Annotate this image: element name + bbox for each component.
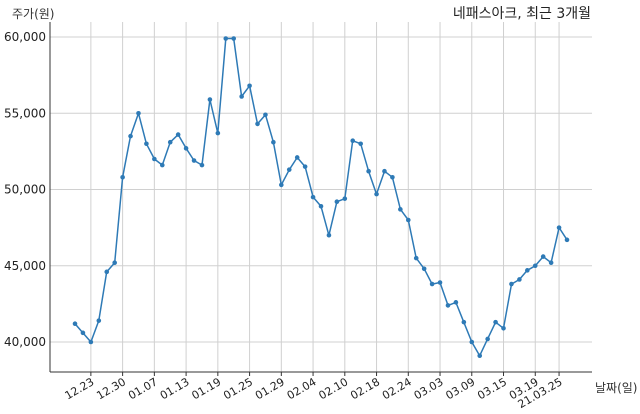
data-point <box>104 269 110 275</box>
y-tick-label: 50,000 <box>4 183 46 197</box>
data-point <box>144 141 149 147</box>
data-point <box>326 232 332 238</box>
grid <box>50 22 592 372</box>
x-tick-label: 03.03 <box>412 375 446 402</box>
data-point <box>548 260 554 266</box>
data-point <box>128 133 133 139</box>
data-point <box>556 225 562 230</box>
data-point <box>509 281 514 287</box>
data-point <box>247 83 252 89</box>
y-axis-label: 주가(원) <box>12 7 54 21</box>
data-point <box>286 167 292 172</box>
data-point <box>255 121 260 127</box>
data-point <box>540 254 546 259</box>
price-series <box>72 36 570 359</box>
data-point <box>159 162 165 168</box>
data-point <box>493 319 498 325</box>
chart-title: 네패스아크, 최근 3개월 <box>453 6 591 22</box>
y-tick-label: 55,000 <box>4 106 46 120</box>
data-point <box>80 330 86 336</box>
data-point <box>279 182 284 188</box>
data-point <box>413 255 419 261</box>
x-tick-label: 01.25 <box>221 375 255 402</box>
data-point <box>382 168 387 174</box>
data-point <box>215 130 221 136</box>
data-point <box>342 196 348 201</box>
y-tick-label: 60,000 <box>4 30 46 44</box>
x-tick-label: 02.24 <box>380 375 414 402</box>
y-tick-label: 45,000 <box>4 259 46 273</box>
x-tick-label: 12.30 <box>94 375 128 402</box>
data-point <box>421 266 427 272</box>
data-point <box>469 339 475 345</box>
x-tick-label: 01.07 <box>126 375 160 402</box>
x-tick-label: 01.19 <box>190 375 224 402</box>
data-point <box>88 339 94 345</box>
data-point <box>112 260 117 266</box>
data-point <box>310 194 316 200</box>
x-tick-labels: 12.2312.3001.0701.1301.1901.2501.2902.04… <box>63 375 565 411</box>
data-point <box>199 162 205 168</box>
data-point <box>429 281 435 287</box>
data-point <box>453 300 459 305</box>
data-point <box>350 138 356 143</box>
data-point <box>96 318 102 323</box>
data-point <box>318 203 324 209</box>
data-point <box>390 175 395 180</box>
x-axis-label: 날짜(일) <box>595 381 637 395</box>
data-point <box>501 325 506 331</box>
data-point <box>271 139 276 145</box>
y-tick-labels: 40,000 45,000 50,000 55,000 60,000 <box>4 30 46 349</box>
data-point <box>461 319 467 325</box>
axes <box>49 22 592 376</box>
data-point <box>445 303 451 308</box>
data-point <box>532 263 538 269</box>
x-tick-label: 01.13 <box>158 375 192 402</box>
data-point <box>302 164 308 169</box>
data-point <box>485 336 490 342</box>
data-point <box>175 132 181 137</box>
data-point <box>120 175 125 180</box>
data-point <box>477 353 483 359</box>
x-tick-label: 03.09 <box>443 375 477 402</box>
data-point <box>72 321 78 327</box>
data-point <box>207 97 213 102</box>
data-point <box>191 158 197 163</box>
data-point <box>564 237 570 243</box>
x-tick-label: 03.15 <box>475 375 509 402</box>
data-point <box>366 168 371 174</box>
data-point <box>374 191 379 197</box>
x-tick-label: 02.10 <box>317 375 351 402</box>
data-point <box>239 94 244 99</box>
data-point <box>152 156 157 162</box>
x-tick-label: 01.29 <box>253 375 287 402</box>
data-point <box>334 199 340 204</box>
data-point <box>223 36 229 41</box>
data-point <box>263 112 268 118</box>
data-point <box>437 280 443 285</box>
data-point <box>136 110 141 116</box>
data-point <box>405 217 411 223</box>
series-line <box>74 37 568 357</box>
x-tick-label: 12.23 <box>63 375 97 402</box>
data-point <box>294 155 300 160</box>
data-point <box>358 141 363 147</box>
x-tick-label: 02.04 <box>285 375 319 402</box>
data-point <box>231 36 237 41</box>
data-point <box>398 207 403 212</box>
data-point <box>167 139 173 145</box>
y-tick-label: 40,000 <box>4 335 46 349</box>
data-point <box>517 277 522 282</box>
x-tick-label: 02.18 <box>348 375 382 402</box>
data-point <box>525 268 530 273</box>
data-point <box>183 146 189 151</box>
